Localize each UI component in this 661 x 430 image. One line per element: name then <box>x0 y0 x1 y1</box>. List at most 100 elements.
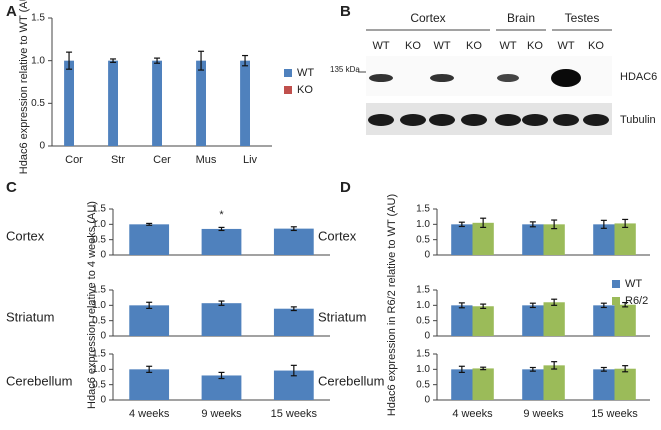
error-bar <box>198 50 205 71</box>
error-bar <box>290 306 297 312</box>
group-label: Brain <box>507 11 535 25</box>
y-tick-label: 0.5 <box>416 234 430 245</box>
error-bar <box>529 366 536 372</box>
bar <box>543 302 565 336</box>
legend-swatch <box>612 297 620 305</box>
y-axis-label: Hdac6 expression relative to WT (AU) <box>18 0 30 174</box>
bar <box>522 305 544 336</box>
band <box>368 114 394 126</box>
error-bar <box>110 58 117 63</box>
band <box>369 74 393 82</box>
y-tick-label: 0 <box>39 141 45 152</box>
band <box>495 114 521 126</box>
y-tick-label: 1.0 <box>31 55 45 66</box>
y-tick-label: 1.0 <box>92 300 106 311</box>
band <box>497 74 519 82</box>
bar <box>273 308 314 336</box>
bar <box>451 305 473 336</box>
bar <box>614 368 636 400</box>
protein-label: HDAC6 <box>620 71 657 83</box>
error-bar <box>146 301 153 309</box>
error-bar <box>529 221 536 228</box>
bar <box>273 228 314 255</box>
bar <box>522 224 544 255</box>
error-bar <box>600 366 607 372</box>
panel-title: Cerebellum <box>6 373 72 388</box>
lane-label: KO <box>527 40 543 52</box>
error-bar <box>622 301 629 308</box>
error-bar <box>242 54 249 67</box>
y-tick-label: 1.0 <box>416 300 430 311</box>
error-bar <box>146 365 153 373</box>
panel-label: B <box>340 3 351 20</box>
y-tick-label: 0.5 <box>31 98 45 109</box>
bar <box>64 60 74 146</box>
y-tick-label: 0.5 <box>416 315 430 326</box>
marker-label: 135 kDa <box>330 65 360 74</box>
legend-label: WT <box>297 67 314 79</box>
error-bar <box>458 302 465 309</box>
error-bar <box>218 226 225 232</box>
y-tick-label: 1.5 <box>416 285 430 296</box>
bar <box>593 224 615 255</box>
bar <box>614 304 636 336</box>
y-tick-label: 0 <box>424 250 430 261</box>
y-tick-label: 1.0 <box>416 219 430 230</box>
x-tick-label: Cer <box>153 154 171 166</box>
bar <box>451 369 473 400</box>
error-bar <box>622 218 629 228</box>
x-tick-label: 9 weeks <box>201 408 242 420</box>
lane-label: WT <box>372 40 389 52</box>
error-bar <box>218 371 225 380</box>
x-tick-label: Cor <box>65 154 83 166</box>
error-bar <box>458 221 465 228</box>
bar <box>201 303 242 336</box>
legend-swatch <box>284 86 292 94</box>
error-bar <box>600 219 607 229</box>
error-bar <box>600 302 607 309</box>
x-tick-label: Liv <box>243 154 258 166</box>
group-label: Cortex <box>410 11 445 25</box>
lane-label: KO <box>588 40 604 52</box>
lane-label: KO <box>466 40 482 52</box>
bar <box>472 306 494 336</box>
panel-title: Cortex <box>6 228 45 243</box>
bar <box>543 224 565 255</box>
error-bar <box>622 365 629 373</box>
error-bar <box>66 51 73 70</box>
x-tick-label: 4 weeks <box>129 408 170 420</box>
y-tick-label: 0.5 <box>92 234 106 245</box>
y-tick-label: 0.5 <box>416 379 430 390</box>
y-tick-label: 1.5 <box>31 13 45 24</box>
bar <box>472 222 494 255</box>
y-tick-label: 1.0 <box>416 364 430 375</box>
bar <box>196 60 206 146</box>
panel-title: Cortex <box>318 228 357 243</box>
y-tick-label: 0 <box>424 395 430 406</box>
bar <box>451 224 473 255</box>
bar <box>522 369 544 400</box>
y-tick-label: 0 <box>100 331 106 342</box>
bar <box>472 368 494 400</box>
error-bar <box>551 298 558 306</box>
band <box>551 69 581 87</box>
bar <box>593 369 615 400</box>
error-bar <box>480 217 487 228</box>
bar <box>240 60 250 146</box>
x-tick-label: 4 weeks <box>452 408 493 420</box>
error-bar <box>290 364 297 377</box>
lane-label: KO <box>405 40 421 52</box>
band <box>583 114 609 126</box>
x-tick-label: 9 weeks <box>523 408 564 420</box>
lane-label: WT <box>433 40 450 52</box>
bar <box>108 60 118 146</box>
error-bar <box>218 300 225 306</box>
y-tick-label: 1.5 <box>92 204 106 215</box>
panel-label: C <box>6 179 17 196</box>
error-bar <box>290 226 297 232</box>
lane-label: WT <box>557 40 574 52</box>
protein-label: Tubulin <box>620 114 656 126</box>
group-label: Testes <box>565 11 600 25</box>
panel-title: Striatum <box>318 309 366 324</box>
